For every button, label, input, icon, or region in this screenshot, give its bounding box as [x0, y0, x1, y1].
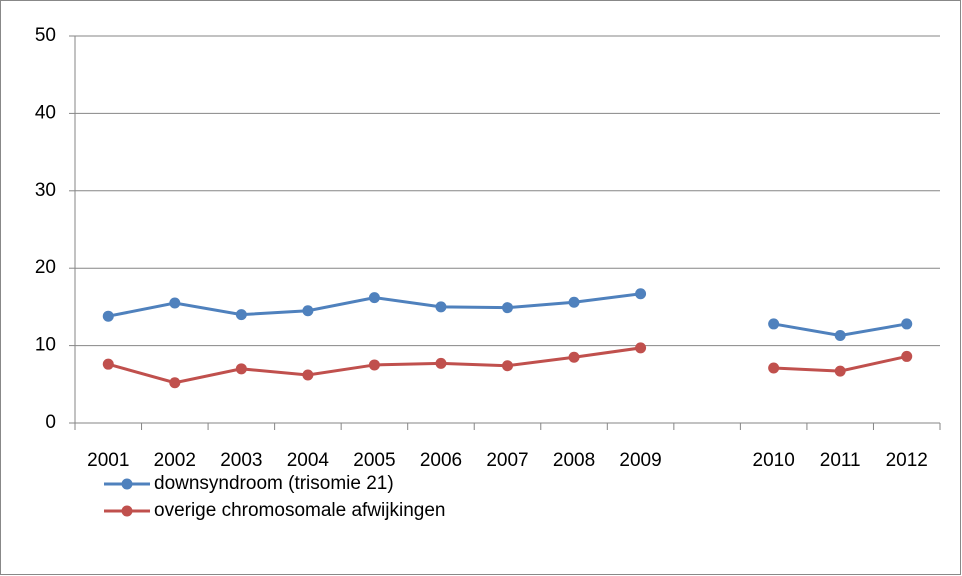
y-tick-label: 30: [35, 180, 56, 201]
y-tick-label: 20: [35, 257, 56, 278]
x-tick-label: 2006: [420, 450, 462, 471]
data-point: [502, 360, 513, 372]
data-point: [102, 358, 114, 370]
data-point: [368, 292, 380, 304]
data-point: [901, 350, 913, 362]
data-point: [768, 362, 780, 374]
data-point: [102, 310, 114, 322]
data-point: [834, 330, 846, 342]
data-point: [901, 318, 913, 330]
legend-label: downsyndroom (trisomie 21): [154, 473, 394, 494]
data-point: [435, 301, 447, 313]
x-tick-label: 2008: [553, 450, 595, 471]
x-tick-label: 2009: [619, 450, 661, 471]
data-point: [568, 351, 580, 363]
x-tick-label: 2001: [87, 450, 129, 471]
y-tick-label: 50: [35, 25, 56, 46]
x-tick-label: 2003: [220, 450, 262, 471]
x-tick-label: 2011: [820, 450, 861, 471]
data-point: [635, 288, 647, 300]
x-tick-label: 2010: [753, 450, 795, 471]
x-tick-label: 2002: [154, 450, 196, 471]
data-point: [568, 296, 580, 308]
legend-marker: [121, 505, 133, 517]
data-point: [635, 342, 647, 354]
data-point: [834, 365, 846, 377]
data-point: [235, 363, 247, 375]
data-point: [169, 297, 181, 309]
data-point: [302, 305, 314, 317]
data-point: [368, 359, 380, 371]
legend-marker: [121, 478, 133, 490]
y-tick-label: 0: [45, 412, 56, 433]
x-tick-label: 2012: [886, 450, 928, 471]
x-tick-label: 2007: [486, 450, 528, 471]
x-tick-label: 2005: [353, 450, 395, 471]
data-point: [502, 302, 513, 314]
data-point: [235, 309, 247, 321]
data-point: [435, 357, 447, 369]
y-tick-label: 10: [35, 335, 56, 356]
data-point: [302, 369, 314, 381]
legend-label: overige chromosomale afwijkingen: [154, 500, 445, 521]
y-tick-label: 40: [35, 102, 56, 123]
data-point: [768, 318, 780, 330]
x-tick-label: 2004: [287, 450, 330, 471]
data-point: [169, 377, 181, 389]
